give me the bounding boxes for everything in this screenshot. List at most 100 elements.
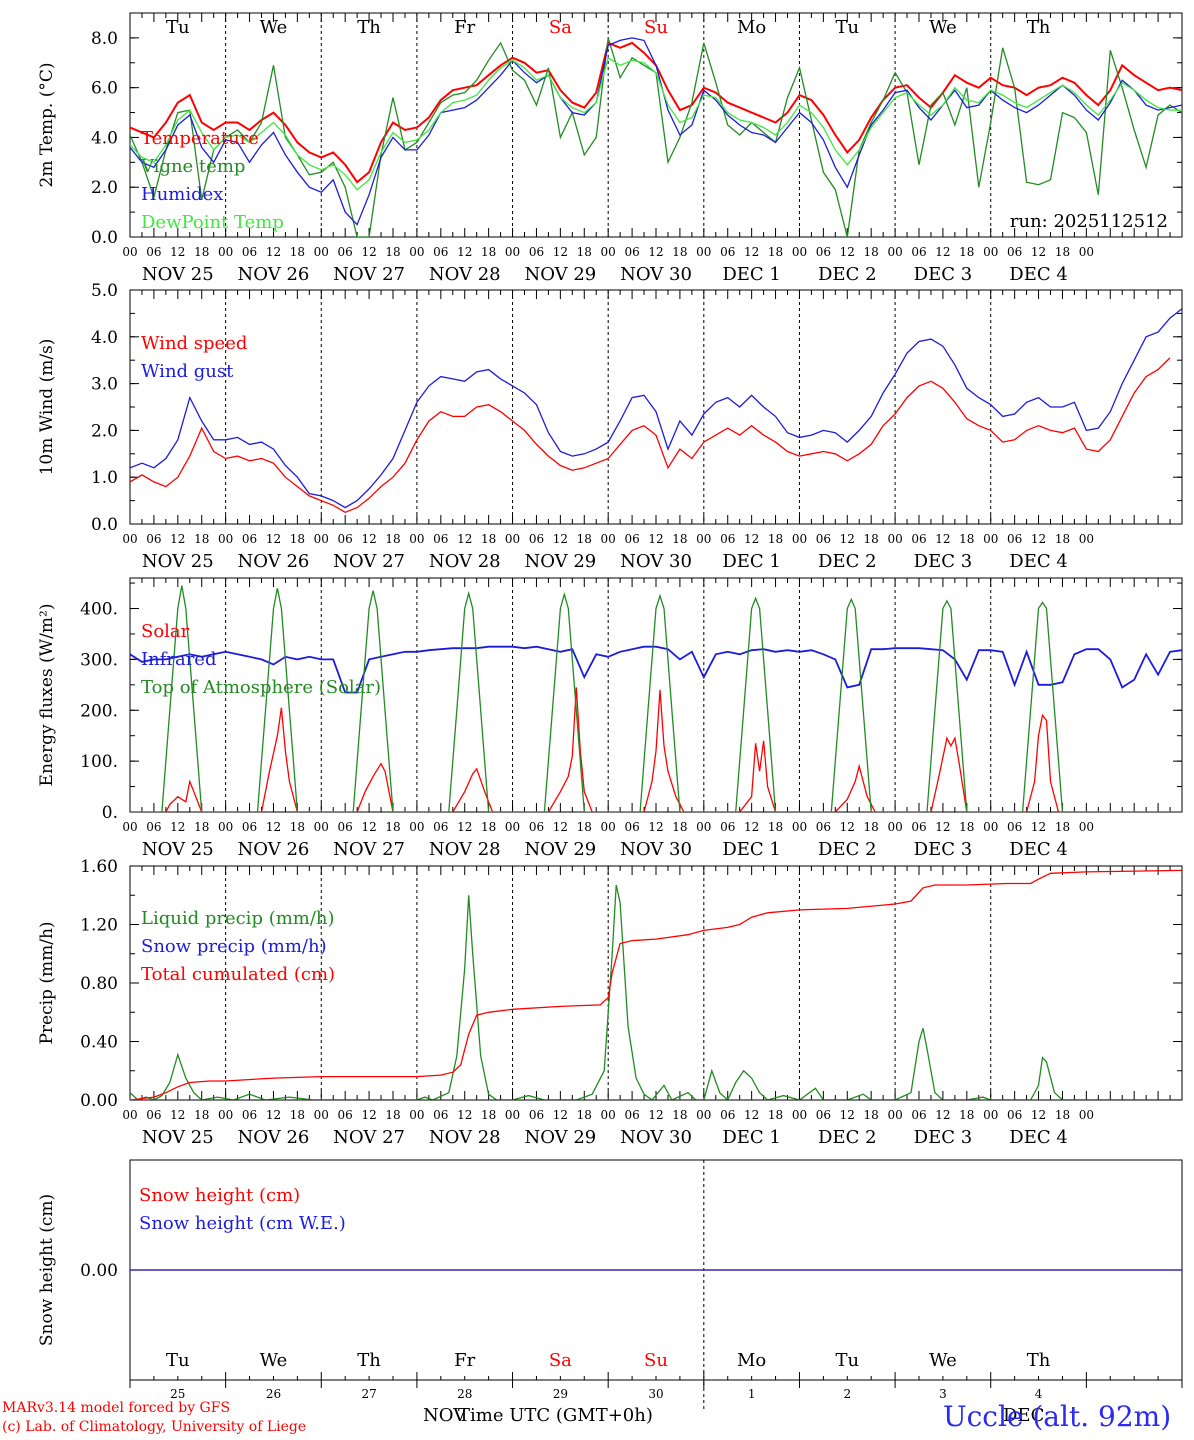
hour-tick-label: 00: [983, 1108, 998, 1122]
y-axis-label: 2m Temp. (°C): [37, 62, 57, 187]
day-number-label: 3: [939, 1387, 947, 1401]
day-number-label: 1: [748, 1387, 756, 1401]
date-label: DEC 1: [722, 839, 781, 860]
hour-tick-label: 06: [338, 1108, 353, 1122]
date-label: DEC 3: [914, 264, 973, 285]
hour-tick-label: 00: [409, 1108, 424, 1122]
hour-tick-label: 18: [385, 820, 400, 834]
hour-tick-label: 12: [457, 245, 472, 259]
day-name-label: Mo: [737, 17, 766, 38]
hour-tick-label: 12: [935, 532, 950, 546]
hour-tick-label: 18: [194, 245, 209, 259]
day-name-label: Mo: [737, 1350, 766, 1371]
hour-tick-label: 06: [529, 245, 544, 259]
series-line-wind-gust: [130, 308, 1182, 509]
legend-entry: Infrared: [141, 649, 216, 670]
hour-tick-label: 12: [361, 532, 376, 546]
y-tick-label: 4.0: [91, 328, 118, 348]
hour-tick-label: 00: [122, 245, 137, 259]
hour-tick-label: 18: [481, 245, 496, 259]
hour-tick-label: 00: [218, 532, 233, 546]
panel-snow: 0.00 Snow height (cm) Snow height (cm) Snow…: [37, 1159, 1183, 1410]
day-name-label: We: [929, 17, 957, 38]
hour-tick-label: 00: [505, 245, 520, 259]
hour-tick-label: 18: [385, 1108, 400, 1122]
hour-tick-label: 00: [1079, 245, 1094, 259]
hour-tick-label: 00: [505, 1108, 520, 1122]
date-label: DEC 2: [818, 551, 877, 572]
hour-tick-label: 00: [409, 245, 424, 259]
hour-tick-label: 12: [170, 1108, 185, 1122]
legend-entry: Snow height (cm W.E.): [139, 1213, 346, 1234]
hour-tick-label: 18: [1055, 820, 1070, 834]
legend-entry: Humidex: [141, 184, 223, 205]
hour-tick-label: 18: [577, 1108, 592, 1122]
day-name-label: Su: [644, 17, 668, 38]
legend-entry: DewPoint Temp: [141, 212, 284, 233]
hour-tick-label: 18: [481, 820, 496, 834]
hour-tick-label: 00: [505, 820, 520, 834]
date-label: DEC 2: [818, 839, 877, 860]
hour-tick-label: 18: [577, 532, 592, 546]
hour-tick-label: 06: [433, 245, 448, 259]
date-label: DEC 4: [1009, 551, 1068, 572]
y-tick-label: 0.00: [80, 1091, 118, 1111]
hour-tick-label: 06: [433, 1108, 448, 1122]
legend-entry: Wind speed: [141, 333, 247, 354]
hour-tick-label: 00: [505, 532, 520, 546]
hour-tick-label: 12: [744, 245, 759, 259]
date-label: NOV 30: [620, 551, 692, 572]
hour-tick-label: 00: [601, 820, 616, 834]
hour-tick-label: 12: [266, 1108, 281, 1122]
hour-tick-label: 00: [218, 820, 233, 834]
date-label: DEC 3: [914, 551, 973, 572]
date-label: DEC 1: [722, 1127, 781, 1148]
series-line-humidex: [130, 37, 1182, 226]
hour-tick-label: 18: [1055, 245, 1070, 259]
hour-tick-label: 06: [624, 245, 639, 259]
hour-tick-label: 06: [816, 1108, 831, 1122]
y-tick-label: 0.80: [80, 974, 118, 994]
hour-tick-label: 00: [314, 532, 329, 546]
hour-tick-label: 18: [481, 1108, 496, 1122]
day-number-label: 28: [457, 1387, 472, 1401]
hour-tick-label: 00: [696, 245, 711, 259]
hour-tick-label: 06: [242, 532, 257, 546]
day-name-label: We: [260, 1350, 288, 1371]
y-tick-label: 0.00: [80, 1261, 118, 1281]
hour-tick-label: 00: [1079, 532, 1094, 546]
series-line-infrared: [130, 645, 1182, 694]
y-tick-label: 4.0: [91, 128, 118, 148]
day-name-label: Th: [357, 1350, 381, 1371]
panel-temperature: 00 06 12 18 00 06 12 18 00 06 12 18 00 06 12 18 00 06 12 18…: [37, 12, 1183, 285]
hour-tick-label: 00: [601, 532, 616, 546]
hour-tick-label: 06: [911, 820, 926, 834]
legend-entry: Top of Atmosphere (Solar): [141, 677, 381, 698]
hour-tick-label: 06: [911, 532, 926, 546]
hour-tick-label: 12: [457, 1108, 472, 1122]
hour-tick-label: 18: [959, 820, 974, 834]
hour-tick-label: 18: [481, 532, 496, 546]
date-label: NOV 30: [620, 264, 692, 285]
hour-tick-label: 18: [194, 1108, 209, 1122]
y-tick-label: 200.: [80, 701, 118, 721]
hour-tick-label: 06: [1007, 1108, 1022, 1122]
hour-tick-label: 00: [122, 820, 137, 834]
hour-tick-label: 00: [218, 1108, 233, 1122]
hour-tick-label: 06: [146, 1108, 161, 1122]
date-label: DEC 2: [818, 264, 877, 285]
hour-tick-label: 00: [409, 532, 424, 546]
hour-tick-label: 00: [792, 820, 807, 834]
y-axis-label: Snow height (cm): [37, 1194, 57, 1346]
day-name-label: Sa: [549, 17, 572, 38]
hour-tick-label: 12: [744, 532, 759, 546]
date-label: NOV 25: [142, 839, 214, 860]
y-tick-label: 0.0: [91, 515, 118, 535]
day-name-label: Tu: [835, 17, 859, 38]
date-label: NOV 27: [333, 1127, 405, 1148]
hour-tick-label: 18: [1055, 1108, 1070, 1122]
hour-tick-label: 18: [768, 245, 783, 259]
hour-tick-label: 12: [840, 532, 855, 546]
hour-tick-label: 00: [792, 532, 807, 546]
